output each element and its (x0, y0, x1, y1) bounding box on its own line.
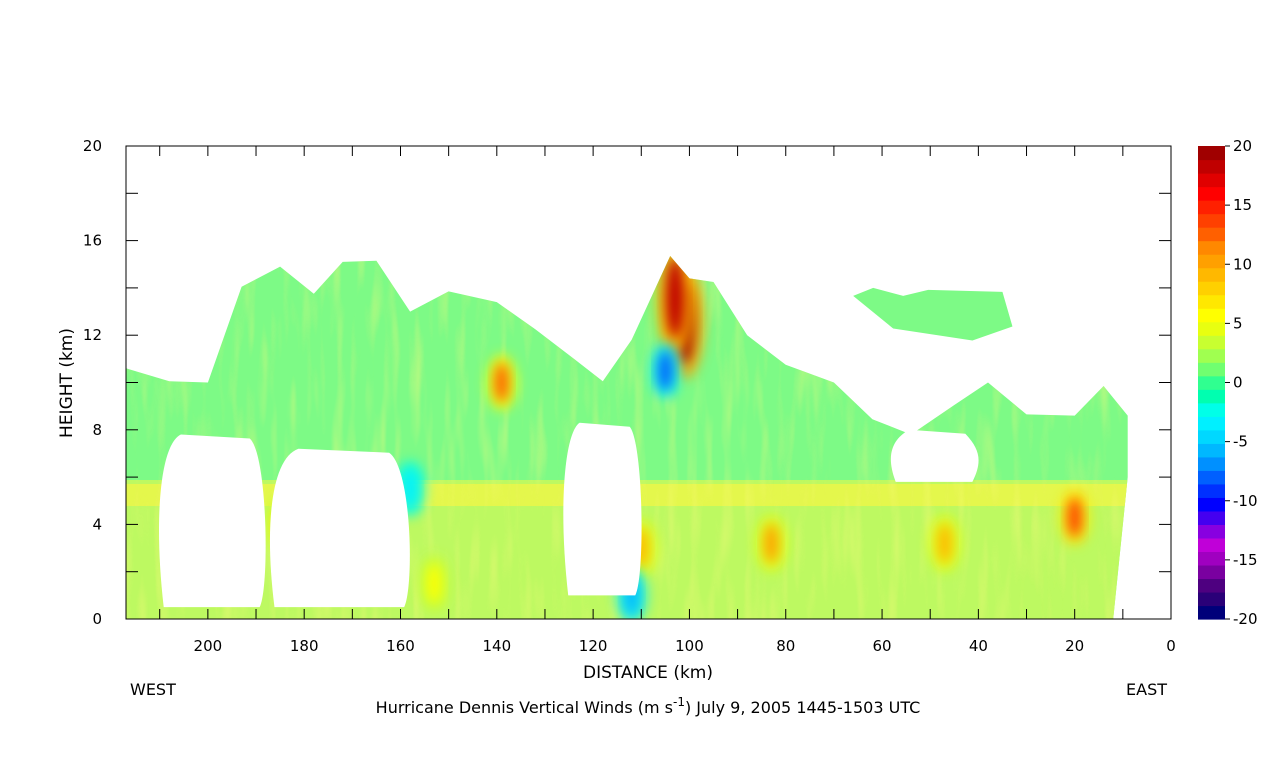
x-axis-title: DISTANCE (km) (583, 663, 713, 683)
wind-feature (427, 563, 442, 604)
colorbar-segment (1198, 254, 1225, 269)
x-tick-label: 80 (776, 637, 795, 655)
colorbar-segment (1198, 429, 1225, 444)
y-tick-label: 12 (83, 326, 102, 344)
colorbar-segment (1198, 146, 1225, 161)
colorbar-segment (1198, 497, 1225, 512)
colorbar-segment (1198, 348, 1225, 363)
x-tick-label: 140 (482, 637, 511, 655)
colorbar-segment (1198, 524, 1225, 539)
colorbar-segment (1198, 551, 1225, 566)
colorbar-segment (1198, 470, 1225, 485)
wind-field (126, 256, 1128, 619)
x-tick-label: 20 (1065, 637, 1084, 655)
colorbar-segment (1198, 402, 1225, 417)
no-data-gap (890, 429, 979, 482)
west-label: WEST (130, 680, 176, 699)
colorbar-segment (1198, 456, 1225, 471)
colorbar-segment (1198, 227, 1225, 242)
colorbar-tick-label: 5 (1233, 314, 1243, 332)
wind-feature (403, 468, 418, 509)
colorbar: 20 15 10 5 0 -5 -10 -15 -20 (1198, 137, 1258, 628)
colorbar-segment (1198, 578, 1225, 593)
colorbar-segment (1198, 240, 1225, 255)
caption-main: Hurricane Dennis Vertical Winds (m s (376, 698, 673, 717)
colorbar-segment (1198, 186, 1225, 201)
wind-feature (764, 523, 779, 564)
x-tick-label: 160 (386, 637, 415, 655)
wind-feature (658, 350, 673, 391)
colorbar-segment (1198, 362, 1225, 377)
colorbar-segment (1198, 375, 1225, 390)
y-tick-label: 0 (92, 610, 102, 628)
colorbar-tick-label: 10 (1233, 255, 1252, 273)
wind-feature (1067, 497, 1082, 538)
x-tick-label: 200 (194, 637, 223, 655)
colorbar-segment (1198, 200, 1225, 215)
wind-feature (494, 362, 509, 403)
colorbar-segment (1198, 281, 1225, 296)
no-data-gap (269, 448, 410, 608)
colorbar-segment (1198, 483, 1225, 498)
x-tick-label: 180 (290, 637, 319, 655)
colorbar-segment (1198, 537, 1225, 553)
y-tick-label: 4 (92, 515, 102, 533)
colorbar-tick-label: 15 (1233, 196, 1252, 214)
upper-cloud-layer (853, 287, 1013, 341)
y-tick-label: 16 (83, 232, 102, 250)
colorbar-segment (1198, 213, 1225, 228)
x-tick-label: 120 (579, 637, 608, 655)
colorbar-segment (1198, 294, 1225, 309)
colorbar-segment (1198, 591, 1225, 607)
colorbar-segment (1198, 308, 1225, 323)
colorbar-segment (1198, 321, 1225, 336)
x-axis-ticks: 200 180 160 140 120 100 80 60 40 20 0 (159, 146, 1176, 655)
colorbar-segment (1198, 605, 1225, 620)
upper-cloud (853, 287, 1013, 341)
wind-feature (665, 257, 684, 338)
x-tick-label: 60 (873, 637, 892, 655)
y-axis-ticks: 0 4 8 12 16 20 (83, 137, 1171, 628)
wind-features (202, 256, 1091, 619)
colorbar-segment (1198, 416, 1225, 431)
x-tick-label: 0 (1166, 637, 1176, 655)
y-tick-label: 8 (92, 421, 102, 439)
no-data-gap (563, 422, 642, 596)
colorbar-segment (1198, 173, 1225, 188)
colorbar-segment (1198, 564, 1225, 580)
chart-caption: Hurricane Dennis Vertical Winds (m s-1) … (376, 695, 921, 717)
colorbar-tick-label: -20 (1233, 610, 1258, 628)
colorbar-tick-label: -10 (1233, 492, 1258, 510)
east-label: EAST (1126, 680, 1167, 699)
caption-superscript: -1 (673, 695, 685, 709)
colorbar-segment (1198, 389, 1225, 404)
colorbar-segment (1198, 443, 1225, 458)
colorbar-tick-label: -5 (1233, 433, 1248, 451)
colorbar-segment (1198, 159, 1225, 174)
colorbar-tick-label: 20 (1233, 137, 1252, 155)
x-tick-label: 40 (969, 637, 988, 655)
colorbar-segment (1198, 267, 1225, 282)
no-data-gap (158, 434, 266, 608)
x-tick-label: 100 (675, 637, 704, 655)
colorbar-tick-label: 0 (1233, 374, 1243, 392)
wind-feature (937, 523, 952, 564)
colorbar-segment (1198, 335, 1225, 350)
colorbar-segment (1198, 510, 1225, 525)
no-data-gaps (158, 422, 979, 608)
y-axis-title: HEIGHT (km) (57, 328, 77, 438)
y-tick-label: 20 (83, 137, 102, 155)
colorbar-tick-label: -15 (1233, 551, 1258, 569)
caption-rest: ) July 9, 2005 1445-1503 UTC (685, 698, 920, 717)
